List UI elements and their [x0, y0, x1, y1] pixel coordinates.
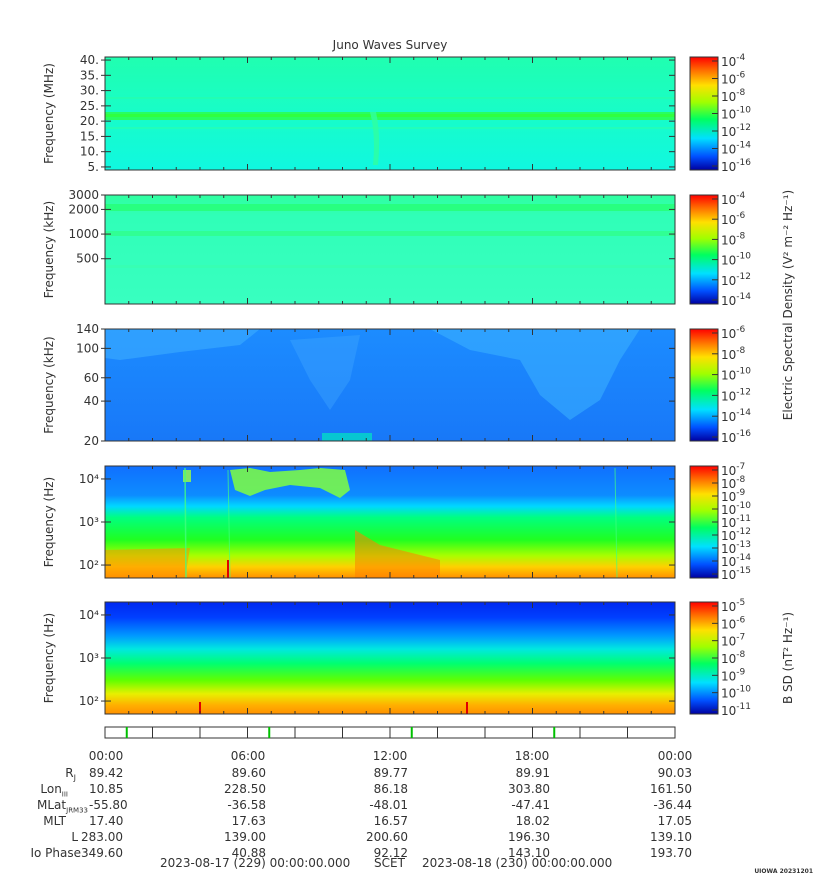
y-tick-label: 10.: [80, 145, 99, 159]
colorbar-tick-label: 10-6: [721, 211, 746, 227]
colorbar-tick-label: 10-9: [721, 667, 746, 683]
y-axis-label: Frequency (MHz): [42, 63, 56, 164]
y-tick-label: 40: [84, 394, 99, 408]
colorbar-3: 10-6 10-8 10-10 10-12 10-14 10-16: [689, 325, 751, 445]
colorbars-layer: 10-410-610-810-1010-1210-1410-1610-410-6…: [689, 53, 795, 718]
colorbar-tick-label: 10-14: [721, 292, 751, 308]
y-axis-label: Frequency (kHz): [42, 201, 56, 298]
y-tick-label: 5.: [88, 160, 99, 174]
colorbar-tick-label: 10-10: [721, 106, 751, 122]
y-tick-label: 40.: [80, 53, 99, 67]
y-tick-label: 20: [84, 434, 99, 448]
panel-4-burst-3: [614, 467, 618, 579]
colorbar-tick-label: 10-6: [721, 615, 746, 631]
colorbar-tick-label: 10-6: [721, 71, 746, 87]
colorbar-tick-label: 10-5: [721, 598, 745, 614]
colorbar-tick-label: 10-10: [721, 367, 751, 383]
panel-4-hf-emission: [230, 468, 350, 498]
panel-4-low-intense-a: [105, 548, 190, 578]
panel-1-band-core: [105, 114, 675, 117]
colorbar-gradient: [689, 328, 719, 442]
colorbar-label: B SD (nT² Hz⁻¹): [781, 612, 795, 704]
time-tick-strip: [104, 726, 676, 739]
colorbar-tick-label: 10-10: [721, 252, 751, 268]
colorbar-tick-label: 10-7: [721, 633, 745, 649]
y-tick-label: 60: [84, 371, 99, 385]
panel-1-burst: [370, 112, 380, 165]
panel-1-band-faint-2: [105, 97, 675, 99]
panel-3-low-patch: [322, 433, 372, 441]
y-tick-label: 15.: [80, 129, 99, 143]
panel-4-axes: 10² 10³ 10⁴ Frequency (Hz): [42, 465, 676, 579]
y-tick-label: 25.: [80, 99, 99, 113]
panel-3-patch-a: [105, 329, 260, 360]
panel-4-burst-1: [184, 467, 187, 579]
y-tick-label: 10⁴: [79, 608, 99, 622]
colorbar-tick-label: 10-12: [721, 387, 751, 403]
panel-2-band-2000khz: [105, 204, 675, 211]
panel-3-patch-b: [430, 329, 640, 420]
colorbar-tick-label: 10-6: [721, 325, 746, 341]
panel-2: [105, 195, 675, 304]
colorbar-gradient: [689, 194, 719, 305]
panel-4-hf-spot: [183, 470, 191, 482]
y-axis-label: Frequency (kHz): [42, 336, 56, 433]
panel-5-spectrogram: [105, 602, 675, 714]
colorbar-4: 10-710-810-910-1010-1110-1210-1310-1410-…: [689, 462, 751, 582]
y-tick-label: 1000: [68, 227, 99, 241]
y-tick-label: 10²: [79, 694, 99, 708]
axes-layer: 5.10. 15.20.25.30. 35.40. Frequency (MHz) 50…: [42, 53, 676, 715]
y-tick-label: 20.: [80, 114, 99, 128]
panel-4-burst-2: [227, 469, 231, 579]
panel-3-axes: 20 40 60 100 140 Frequency (kHz): [42, 322, 676, 448]
colorbar-tick-label: 10-8: [721, 650, 746, 666]
panel-4: [105, 466, 675, 579]
colorbar-tick-label: 10-16: [721, 158, 751, 174]
y-axis-label: Frequency (Hz): [42, 477, 56, 568]
y-tick-label: 140: [76, 322, 99, 336]
y-tick-label: 100: [76, 341, 99, 355]
colorbar-tick-label: 10-8: [721, 231, 746, 247]
y-tick-label: 10²: [79, 558, 99, 572]
colorbar-tick-label: 10-15: [721, 566, 751, 582]
panel-3: [105, 329, 675, 441]
panel-3-patch-c: [290, 335, 360, 410]
panel-1: [105, 57, 675, 170]
panel-5-axes: 10² 10³ 10⁴ Frequency (Hz): [42, 601, 676, 715]
panel-4-low-intense-b: [355, 530, 440, 578]
panel-1-band-faint: [105, 127, 675, 129]
panel-2-band-faint: [105, 265, 675, 268]
colorbar-tick-label: 10-11: [721, 702, 751, 718]
panel-5: [105, 602, 675, 714]
colorbar-tick-label: 10-4: [721, 191, 746, 207]
panel-1-axes: 5.10. 15.20.25.30. 35.40. Frequency (MHz): [42, 53, 676, 174]
y-tick-label: 35.: [80, 68, 99, 82]
y-tick-label: 3000: [68, 188, 99, 202]
colorbar-2: 10-4 10-6 10-8 10-10 10-12 10-14 Electric Spec…: [689, 190, 795, 420]
colorbar-label: Electric Spectral Density (V² m⁻² Hz⁻¹): [781, 190, 795, 420]
colorbar-tick-label: 10-12: [721, 272, 751, 288]
y-tick-label: 2000: [68, 202, 99, 216]
colorbar-tick-label: 10-8: [721, 346, 746, 362]
colorbar-tick-label: 10-12: [721, 123, 751, 139]
colorbar-tick-label: 10-10: [721, 685, 751, 701]
colorbar-tick-label: 10-16: [721, 429, 751, 445]
y-tick-label: 10⁴: [79, 472, 99, 486]
panel-2-band-1000khz: [105, 231, 675, 236]
colorbar-tick-label: 10-14: [721, 141, 751, 157]
chart-title: Juno Waves Survey: [332, 38, 448, 52]
y-tick-label: 10³: [79, 515, 99, 529]
colorbar-tick-label: 10-14: [721, 408, 751, 424]
y-axis-label: Frequency (Hz): [42, 613, 56, 704]
panel-2-spectrogram: [105, 195, 675, 304]
colorbar-tick-label: 10-8: [721, 88, 746, 104]
y-tick-label: 10³: [79, 651, 99, 665]
y-tick-label: 500: [76, 252, 99, 266]
colorbar-tick-label: 10-4: [721, 53, 746, 69]
y-tick-label: 30.: [80, 84, 99, 98]
